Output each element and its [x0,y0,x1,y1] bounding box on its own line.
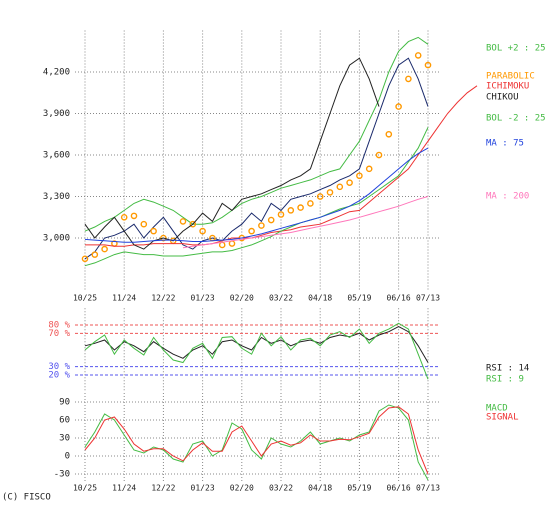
y-tick-label: 80 % [48,320,70,330]
x-tick-label: 02/20 [230,484,254,493]
y-tick-label: 90 [59,398,70,408]
parabolic-dot [130,212,138,220]
x-tick-label: 02/20 [230,294,254,303]
parabolic-dot [81,255,89,263]
x-tick-label: 01/23 [191,294,215,303]
series-line [84,322,429,380]
legend-label: PARABOLIC [486,72,535,82]
legend-label: BOL +2 : 25 [486,44,546,54]
parabolic-dot [160,234,167,242]
series-line [84,57,380,250]
parabolic-dot [101,245,108,253]
parabolic-dot [356,172,363,180]
x-tick-label: 07/13 [416,484,440,493]
parabolic-dot [414,52,422,59]
y-tick-label: 3,900 [43,109,70,119]
legend-label: CHIKOU [486,93,519,103]
y-tick-label: -30 [54,470,70,480]
parabolic-dot [336,183,344,191]
series-line [84,404,429,481]
x-tick-label: 04/18 [308,484,332,493]
x-tick-label: 05/19 [347,484,371,493]
x-tick-label: 11/24 [112,294,136,303]
parabolic-dot [248,227,255,235]
parabolic-dot [258,222,265,229]
parabolic-dot [346,179,353,186]
parabolic-dot [91,251,99,258]
parabolic-dot [395,103,402,110]
series-line [84,406,429,475]
y-tick-label: 3,000 [43,234,70,244]
parabolic-dot [297,204,304,211]
parabolic-dot [316,193,324,200]
x-tick-label: 10/25 [73,294,97,303]
x-tick-label: 03/22 [269,484,293,493]
y-tick-label: 30 [59,434,70,444]
legend-label: SIGNAL [486,413,519,423]
x-tick-label: 04/18 [308,294,332,303]
y-tick-label: 60 [59,416,70,426]
copyright: (C) FISCO [2,493,51,503]
x-tick-label: 07/13 [416,294,440,303]
parabolic-dot [326,189,334,196]
x-tick-label: 05/19 [347,294,371,303]
x-tick-label: 12/22 [151,294,175,303]
series-line [84,36,429,232]
parabolic-dot [179,218,187,225]
x-tick-label: 11/24 [112,484,136,493]
y-tick-label: 3,300 [43,192,70,202]
y-tick-label: 4,200 [43,68,70,78]
parabolic-dot [375,151,383,159]
parabolic-dot [277,211,285,218]
parabolic-dot [218,241,226,249]
y-tick-label: 0 [65,452,70,462]
legend-label: MA : 200 [486,192,529,202]
legend-label: MACD [486,404,508,414]
x-tick-label: 10/25 [73,484,97,493]
parabolic-dot [267,216,275,224]
x-tick-label: 01/23 [191,484,215,493]
series-line [182,196,429,249]
y-tick-label: 30 % [48,362,70,372]
legend-label: RSI : 9 [486,375,524,385]
y-tick-label: 3,600 [43,151,70,161]
series-line [84,147,429,243]
parabolic-dot [199,227,206,235]
parabolic-dot [189,220,197,228]
parabolic-dot [385,130,393,138]
series-line [84,127,429,267]
parabolic-dot [140,220,148,228]
legend-label: ICHIMOKU [486,82,529,92]
parabolic-dot [150,227,157,235]
y-tick-label: 20 % [48,371,70,381]
parabolic-dot [307,200,314,207]
legend-label: BOL -2 : 25 [486,114,546,124]
parabolic-dot [365,165,373,173]
x-tick-label: 03/22 [269,294,293,303]
parabolic-dot [287,207,295,214]
legend-label: MA : 75 [486,139,524,149]
y-tick-label: 70 % [48,329,70,339]
x-tick-label: 12/22 [151,484,175,493]
series-line [84,57,429,260]
parabolic-dot [120,213,128,221]
x-tick-label: 06/16 [387,294,411,303]
parabolic-dot [405,75,412,83]
parabolic-dot [228,240,236,247]
x-tick-label: 06/16 [387,484,411,493]
parabolic-dot [424,61,432,69]
legend-label: RSI : 14 [486,364,529,374]
